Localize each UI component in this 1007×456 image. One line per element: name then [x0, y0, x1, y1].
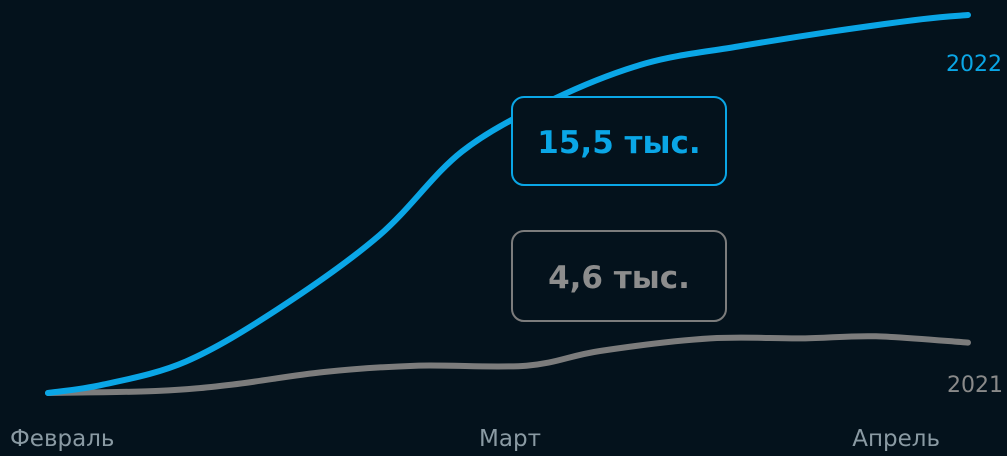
callout-2021-box — [511, 230, 727, 322]
series-line-2022 — [45, 12, 971, 396]
x-tick-label-mar: Март — [479, 426, 541, 452]
x-tick-label-apr: Апрель — [852, 426, 940, 452]
callout-2022: 15,5 тыс. — [511, 96, 727, 186]
series-lines — [45, 12, 971, 396]
callout-2022-text: 15,5 тыс. — [537, 125, 700, 161]
series-label-2021: 2021 — [947, 373, 1003, 398]
callout-2021: 4,6 тыс. — [511, 230, 727, 322]
callout-2022-box — [511, 96, 727, 186]
x-tick-label-feb: Февраль — [10, 426, 114, 452]
callout-2021-text: 4,6 тыс. — [548, 260, 690, 296]
series-line-2021 — [45, 333, 971, 396]
series-label-2022: 2022 — [946, 52, 1002, 77]
